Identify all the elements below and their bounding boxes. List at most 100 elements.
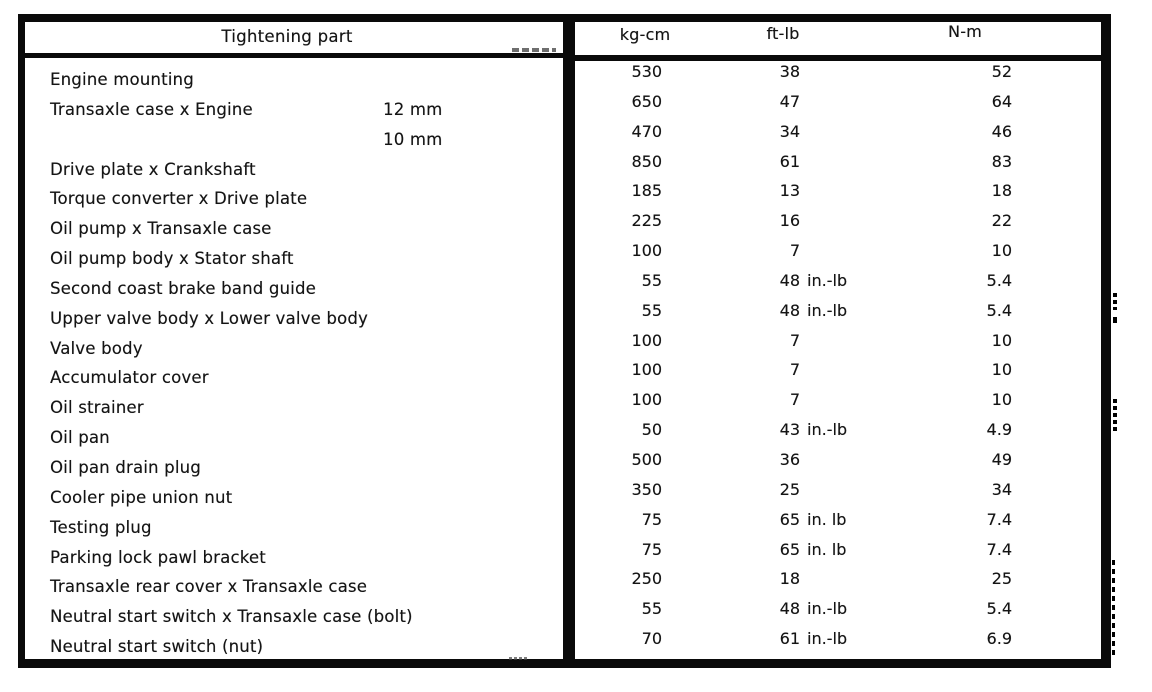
row-filler (1012, 147, 1101, 177)
column-header-ft-lb: ft-lb (766, 24, 800, 43)
scan-artifact (509, 657, 529, 660)
kg-cm-value: 50 (641, 420, 662, 440)
table-row: Oil pump body x Stator shaft 100 7 10 (25, 236, 1101, 268)
bolt-size: 12 mm (383, 99, 443, 119)
ft-lb-unit-suffix: in.-lb (807, 420, 848, 440)
part-name: Oil pan drain plug (50, 457, 201, 477)
table-row: Oil pump x Transaxle case 225 16 22 (25, 206, 1101, 238)
ft-lb-value: 7 (789, 360, 800, 380)
scan-artifact (1113, 317, 1117, 323)
row-filler (1012, 505, 1101, 535)
part-name: Oil pump x Transaxle case (50, 219, 272, 239)
n-m-value: 10 (991, 241, 1012, 261)
row-filler (1012, 117, 1101, 147)
part-name: Accumulator cover (50, 368, 209, 388)
ft-lb-unit-suffix (800, 206, 885, 236)
n-m-value: 6.9 (986, 629, 1012, 649)
row-filler (1012, 266, 1101, 296)
n-m-value: 7.4 (986, 539, 1012, 559)
bolt-size (358, 214, 538, 244)
bolt-size (358, 393, 538, 423)
bolt-size (358, 244, 538, 274)
row-filler (1012, 355, 1101, 385)
ft-lb-unit-suffix: in. lb (807, 539, 847, 559)
part-name: Oil pan (50, 428, 110, 448)
ft-lb-value: 25 (779, 479, 800, 499)
table-row: Oil strainer 100 7 10 (25, 385, 1101, 417)
bolt-size (358, 363, 538, 393)
kg-cm-value: 350 (631, 479, 662, 499)
column-header-tightening-part: Tightening part (221, 27, 353, 46)
part-name: Cooler pipe union nut (50, 487, 233, 507)
part-name: Torque converter x Drive plate (50, 189, 308, 209)
bolt-size (358, 602, 538, 632)
ft-lb-unit-suffix: in.-lb (807, 300, 848, 320)
ft-lb-unit-suffix (800, 475, 885, 505)
n-m-value: 46 (991, 121, 1012, 141)
ft-lb-unit-suffix (800, 236, 885, 266)
bolt-size (358, 423, 538, 453)
table-row: Testing plug 75 65 in. lb 7.4 (25, 505, 1101, 537)
ft-lb-unit-suffix (800, 445, 885, 475)
scan-artifact (1113, 399, 1117, 433)
table-row: Second coast brake band guide 55 48 in.-… (25, 266, 1101, 298)
n-m-value: 10 (991, 360, 1012, 380)
header-separator-left (18, 53, 575, 58)
ft-lb-value: 36 (779, 449, 800, 469)
ft-lb-unit-suffix (800, 564, 885, 594)
n-m-value: 52 (991, 62, 1012, 81)
n-m-value: 7.4 (986, 509, 1012, 529)
kg-cm-value: 500 (631, 449, 662, 469)
ft-lb-value: 61 (779, 629, 800, 649)
kg-cm-value: 100 (631, 360, 662, 380)
ft-lb-value: 7 (789, 241, 800, 261)
part-name: Transaxle case x Engine (50, 99, 253, 119)
ft-lb-unit-suffix (800, 326, 885, 356)
table-row: Oil pan drain plug 500 36 49 (25, 445, 1101, 477)
kg-cm-value: 225 (631, 211, 662, 231)
ft-lb-unit-suffix: in. lb (807, 509, 847, 529)
bolt-size (358, 334, 538, 364)
ft-lb-value: 7 (789, 330, 800, 350)
kg-cm-value: 850 (631, 151, 662, 171)
n-m-value: 22 (991, 211, 1012, 231)
table-row: Parking lock pawl bracket 75 65 in. lb 7… (25, 535, 1101, 567)
header-separator-right (563, 55, 1111, 61)
kg-cm-value: 250 (631, 569, 662, 589)
row-filler (1012, 87, 1101, 117)
ft-lb-unit-suffix (800, 176, 885, 206)
table-row: Drive plate x Crankshaft 850 61 83 (25, 147, 1101, 179)
bolt-size (358, 453, 538, 483)
table-row: Oil pan 50 43 in.-lb 4.9 (25, 415, 1101, 447)
table-row: Transaxle rear cover x Transaxle case 25… (25, 564, 1101, 596)
ft-lb-value: 7 (789, 390, 800, 410)
scan-artifact (1112, 560, 1115, 657)
table-inner: Tightening part kg-cm ft-lb N-m Engine m… (18, 14, 1111, 668)
kg-cm-value: 70 (641, 629, 662, 649)
n-m-value: 83 (991, 151, 1012, 171)
ft-lb-unit-suffix (800, 117, 885, 147)
ft-lb-value: 61 (779, 151, 800, 171)
table-row: Cooler pipe union nut 350 25 34 (25, 475, 1101, 507)
row-filler (1012, 535, 1101, 565)
n-m-value: 10 (991, 330, 1012, 350)
row-filler (1012, 594, 1101, 624)
n-m-value: 5.4 (986, 300, 1012, 320)
scan-artifact (1113, 293, 1117, 310)
part-name: Parking lock pawl bracket (50, 547, 266, 567)
row-filler (1012, 296, 1101, 326)
n-m-value: 64 (991, 91, 1012, 111)
kg-cm-value: 470 (631, 121, 662, 141)
row-filler (1012, 57, 1101, 87)
row-filler (1012, 236, 1101, 266)
ft-lb-unit-suffix (800, 355, 885, 385)
row-filler (1012, 206, 1101, 236)
scan-artifact (512, 48, 556, 52)
bolt-size (358, 572, 538, 602)
bolt-size (358, 513, 538, 543)
kg-cm-value: 75 (641, 539, 662, 559)
row-filler (1012, 475, 1101, 505)
kg-cm-value: 100 (631, 330, 662, 350)
n-m-value: 5.4 (986, 270, 1012, 290)
